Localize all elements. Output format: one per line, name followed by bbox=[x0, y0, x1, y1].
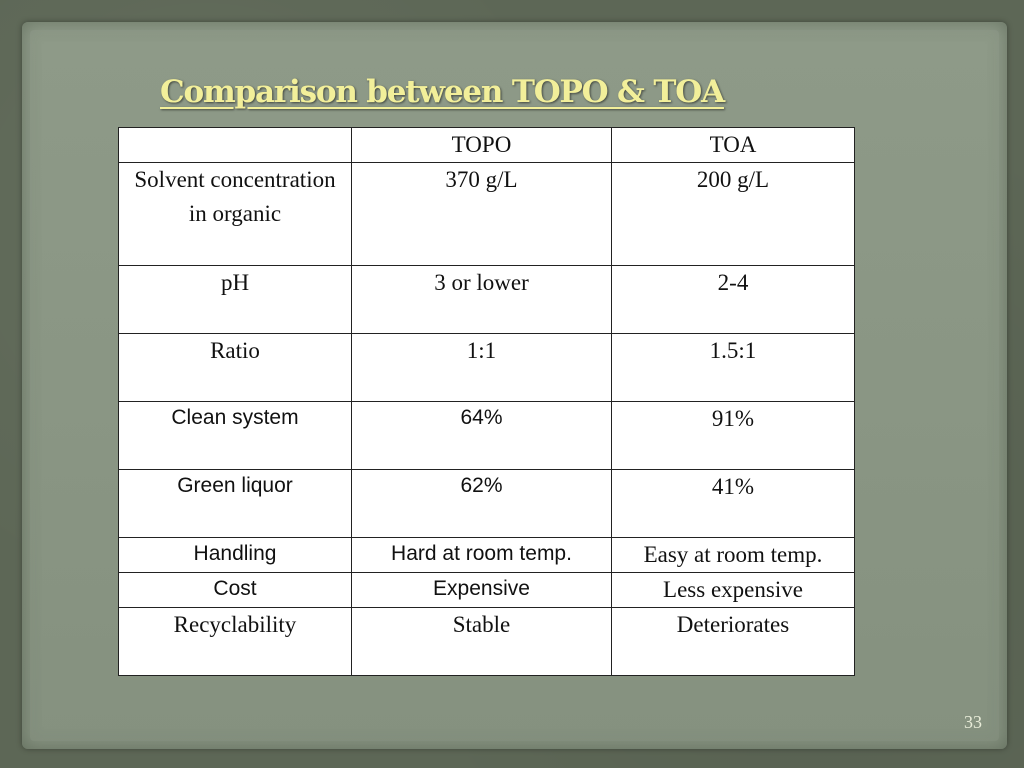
cell-toa-ph: 2-4 bbox=[611, 265, 855, 334]
table-row: pH 3 or lower 2-4 bbox=[118, 265, 855, 334]
cell-topo-recyclability: Stable bbox=[351, 607, 612, 676]
row-label-clean-system: Clean system bbox=[118, 401, 352, 470]
cell-topo-ratio: 1:1 bbox=[351, 333, 612, 402]
row-label-ph: pH bbox=[118, 265, 352, 334]
header-cell-toa: TOA bbox=[611, 127, 855, 163]
cell-toa-handling: Easy at room temp. bbox=[611, 537, 855, 573]
cell-toa-solvent: 200 g/L bbox=[611, 162, 855, 266]
row-label-cost: Cost bbox=[118, 572, 352, 608]
row-label-solvent: Solvent concentration in organic bbox=[118, 162, 352, 266]
slide-title: Comparison between TOPO & TOA bbox=[160, 74, 725, 110]
table-row: Clean system 64% 91% bbox=[118, 401, 855, 470]
cell-topo-solvent: 370 g/L bbox=[351, 162, 612, 266]
cell-topo-green-liquor: 62% bbox=[351, 469, 612, 538]
row-label-recyclability: Recyclability bbox=[118, 607, 352, 676]
header-cell-empty bbox=[118, 127, 352, 163]
cell-toa-recyclability: Deteriorates bbox=[611, 607, 855, 676]
cell-toa-green-liquor: 41% bbox=[611, 469, 855, 538]
slide-number: 33 bbox=[964, 712, 982, 732]
table-row: Solvent concentration in organic 370 g/L… bbox=[118, 162, 855, 266]
row-label-handling: Handling bbox=[118, 537, 352, 573]
cell-toa-ratio: 1.5:1 bbox=[611, 333, 855, 402]
header-cell-topo: TOPO bbox=[351, 127, 612, 163]
table-row: Green liquor 62% 41% bbox=[118, 469, 855, 538]
cell-topo-cost: Expensive bbox=[351, 572, 612, 608]
table-row: Cost Expensive Less expensive bbox=[118, 572, 855, 608]
cell-topo-clean-system: 64% bbox=[351, 401, 612, 470]
row-label-green-liquor: Green liquor bbox=[118, 469, 352, 538]
cell-toa-clean-system: 91% bbox=[611, 401, 855, 470]
table-header-row: TOPO TOA bbox=[118, 127, 855, 163]
cell-topo-ph: 3 or lower bbox=[351, 265, 612, 334]
table-row: Ratio 1:1 1.5:1 bbox=[118, 333, 855, 402]
table-row: Recyclability Stable Deteriorates bbox=[118, 607, 855, 676]
row-label-ratio: Ratio bbox=[118, 333, 352, 402]
comparison-table: TOPO TOA Solvent concentration in organi… bbox=[118, 127, 855, 676]
table-row: Handling Hard at room temp. Easy at room… bbox=[118, 537, 855, 573]
cell-topo-handling: Hard at room temp. bbox=[351, 537, 612, 573]
cell-toa-cost: Less expensive bbox=[611, 572, 855, 608]
